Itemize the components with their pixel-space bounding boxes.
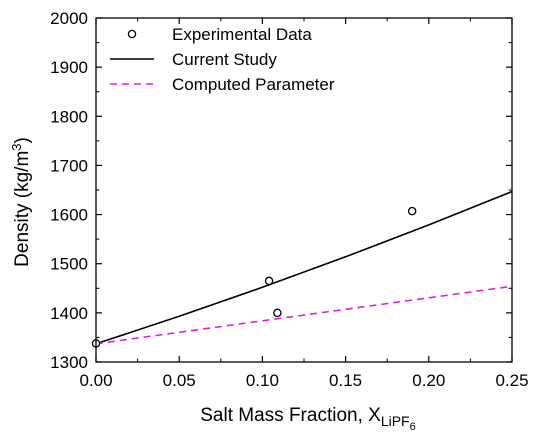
x-axis-title: Salt Mass Fraction, XLiPF6 (200, 405, 415, 433)
y-tick-label: 1500 (50, 255, 88, 274)
y-tick-label: 2000 (50, 9, 88, 28)
x-axis-ticks: 0.00 0.05 0.10 0.15 0.20 0.25 (79, 18, 529, 390)
y-tick-label: 1700 (50, 156, 88, 175)
y-tick-label: 1400 (50, 304, 88, 323)
data-point (407, 206, 417, 216)
x-tick-label: 0.25 (495, 371, 528, 390)
series-line-computed-parameter (95, 285, 513, 345)
x-tick-label: 0.20 (412, 371, 445, 390)
x-tick-label: 0.10 (246, 371, 279, 390)
y-tick-label: 1300 (50, 353, 88, 372)
data-point (273, 308, 282, 318)
legend-label: Experimental Data (172, 25, 312, 44)
legend-label: Current Study (172, 50, 277, 69)
plot-frame (95, 17, 513, 363)
x-tick-label: 0.00 (79, 371, 112, 390)
legend-label: Computed Parameter (172, 75, 335, 94)
y-tick-label: 1800 (50, 107, 88, 126)
legend-marker-circle (127, 29, 137, 39)
y-axis-ticks: 1300 1400 1500 1600 1700 1800 1900 2000 (50, 9, 512, 372)
plot-content (91, 190, 513, 348)
y-axis-title: Density (kg/m3) (9, 137, 33, 267)
x-tick-label: 0.05 (163, 371, 196, 390)
y-tick-label: 1600 (50, 206, 88, 225)
data-point (264, 276, 274, 286)
y-tick-label: 1900 (50, 58, 88, 77)
x-tick-label: 0.15 (329, 371, 362, 390)
legend: Experimental Data Current Study Computed P… (110, 25, 335, 94)
series-line-current-study (95, 190, 513, 345)
